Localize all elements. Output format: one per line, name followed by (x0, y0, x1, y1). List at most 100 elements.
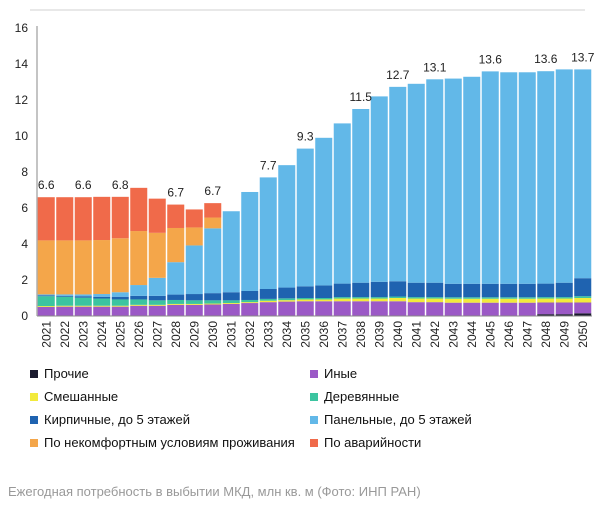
x-tick-label: 2039 (372, 321, 386, 348)
bar-segment-2024-s4 (93, 296, 111, 299)
stacked-bar-chart: 0 2 4 6 8 10 12 14 16 6.6 6.6 6.8 6.7 6.7 7.7 9.3 11.5 1… (15, 9, 595, 348)
bar-segment-2028-s5 (167, 262, 185, 295)
y-tick-label: 12 (15, 93, 29, 107)
bar-segment-2026-s7 (130, 187, 148, 232)
bar-segment-2022-s3 (56, 296, 74, 306)
bar-segment-2034-s5 (278, 165, 296, 288)
bar-segment-2031-s5 (222, 211, 240, 293)
bar-segment-2022-s1 (56, 306, 74, 316)
bar-segment-2032-s4 (241, 290, 259, 300)
bar-segment-2027-s5 (148, 277, 166, 296)
bar-stack-2046 (500, 72, 518, 316)
bar-segment-2034-s4 (278, 287, 296, 299)
bar-segment-2044-s2 (463, 298, 481, 303)
legend-swatch (310, 369, 318, 378)
bar-segment-2044-s3 (463, 297, 481, 299)
bar-segment-2024-s5 (93, 294, 111, 297)
bar-segment-2034-s2 (278, 300, 296, 302)
bar-stack-2037 (333, 123, 351, 316)
bar-segment-2027-s6 (148, 232, 166, 278)
bar-segment-2030-s2 (204, 303, 222, 305)
bar-stack-2038 (352, 109, 370, 316)
bar-segment-2026-s6 (130, 231, 148, 286)
bar-segment-2026-s4 (130, 295, 148, 300)
x-tick-label: 2038 (354, 321, 368, 348)
bar-segment-2027-s4 (148, 295, 166, 301)
bar-segment-2023-s6 (74, 240, 92, 295)
bar-segment-2022-s4 (56, 295, 74, 297)
bar-segment-2041-s3 (407, 297, 425, 299)
data-label: 11.5 (350, 90, 373, 104)
bar-segment-2029-s1 (185, 304, 203, 316)
bar-segment-2027-s1 (148, 305, 166, 316)
bar-segment-2045-s2 (481, 298, 499, 303)
bar-segment-2050-s3 (574, 296, 592, 298)
bar-segment-2035-s2 (296, 299, 314, 302)
bar-segment-2021-s6 (37, 240, 55, 295)
bar-segment-2023-s4 (74, 296, 92, 298)
bar-segment-2041-s2 (407, 298, 425, 303)
legend-label: Деревянные (324, 389, 400, 404)
y-tick-label: 6 (21, 201, 28, 215)
bar-segment-2030-s5 (204, 228, 222, 294)
x-tick-label: 2045 (483, 321, 497, 348)
bar-segment-2033-s2 (259, 300, 277, 303)
bar-segment-2030-s1 (204, 304, 222, 316)
x-tick-label: 2032 (243, 321, 257, 348)
bar-segment-2048-s5 (537, 71, 555, 284)
y-tick-label: 4 (21, 237, 28, 251)
bar-segment-2021-s5 (37, 294, 55, 296)
bar-segment-2025-s3 (111, 299, 129, 306)
bar-stack-2027 (148, 198, 166, 316)
bar-segment-2028-s3 (167, 299, 185, 304)
bar-segment-2036-s1 (315, 301, 333, 316)
bar-segment-2031-s4 (222, 292, 240, 301)
x-tick-label: 2037 (335, 321, 349, 348)
bar-segment-2044-s1 (463, 302, 481, 316)
bar-segment-2042-s4 (426, 282, 444, 298)
bar-segment-2030-s6 (204, 217, 222, 229)
bar-segment-2035-s4 (296, 286, 314, 298)
bar-segment-2050-s4 (574, 278, 592, 297)
bar-segment-2039-s4 (370, 281, 388, 298)
bar-segment-2047-s2 (518, 298, 536, 303)
bar-segment-2030-s7 (204, 203, 222, 218)
y-tick-label: 2 (21, 273, 28, 287)
bar-stack-2050 (574, 69, 592, 316)
bar-segment-2026-s1 (130, 305, 148, 316)
legend-item: По некомфортным условиям проживания (30, 435, 295, 450)
bar-segment-2026-s3 (130, 299, 148, 305)
bar-segment-2050-s2 (574, 298, 592, 303)
bar-segment-2028-s2 (167, 303, 185, 305)
data-label: 9.3 (297, 130, 314, 144)
legend-swatch (30, 369, 38, 378)
x-tick-label: 2021 (39, 321, 53, 348)
bar-segment-2024-s7 (93, 196, 111, 241)
bar-segment-2043-s4 (444, 283, 462, 298)
bar-segment-2036-s5 (315, 137, 333, 286)
bar-segment-2043-s1 (444, 302, 462, 316)
x-tick-label: 2033 (261, 321, 275, 348)
bar-segment-2040-s5 (389, 86, 407, 282)
data-label: 13.7 (571, 50, 595, 64)
bar-segment-2046-s2 (500, 298, 518, 303)
x-tick-label: 2050 (576, 321, 590, 348)
bar-segment-2034-s1 (278, 301, 296, 316)
bar-stack-2026 (130, 187, 148, 316)
bar-segment-2045-s3 (481, 297, 499, 299)
bar-segment-2021-s3 (37, 296, 55, 307)
x-axis: 2021 2022 2023 2024 2025 2026 2027 2028 2029 2030… (37, 315, 592, 348)
bar-stack-2024 (93, 196, 111, 316)
bar-segment-2035-s3 (296, 298, 314, 300)
bar-segment-2023-s7 (74, 197, 92, 241)
x-tick-label: 2031 (224, 321, 238, 348)
legend-swatch (310, 438, 318, 447)
bar-segment-2028-s7 (167, 204, 185, 228)
bar-stack-2028 (167, 204, 185, 316)
data-labels: 6.6 6.6 6.8 6.7 6.7 7.7 9.3 11.5 12.7 13.1 13.6 13.… (38, 50, 595, 199)
data-label: 13.1 (423, 60, 447, 74)
bar-segment-2046-s1 (500, 302, 518, 316)
bar-segment-2029-s2 (185, 303, 203, 305)
x-tick-label: 2030 (206, 321, 220, 348)
legend-item: Панельные, до 5 этажей (310, 412, 472, 427)
